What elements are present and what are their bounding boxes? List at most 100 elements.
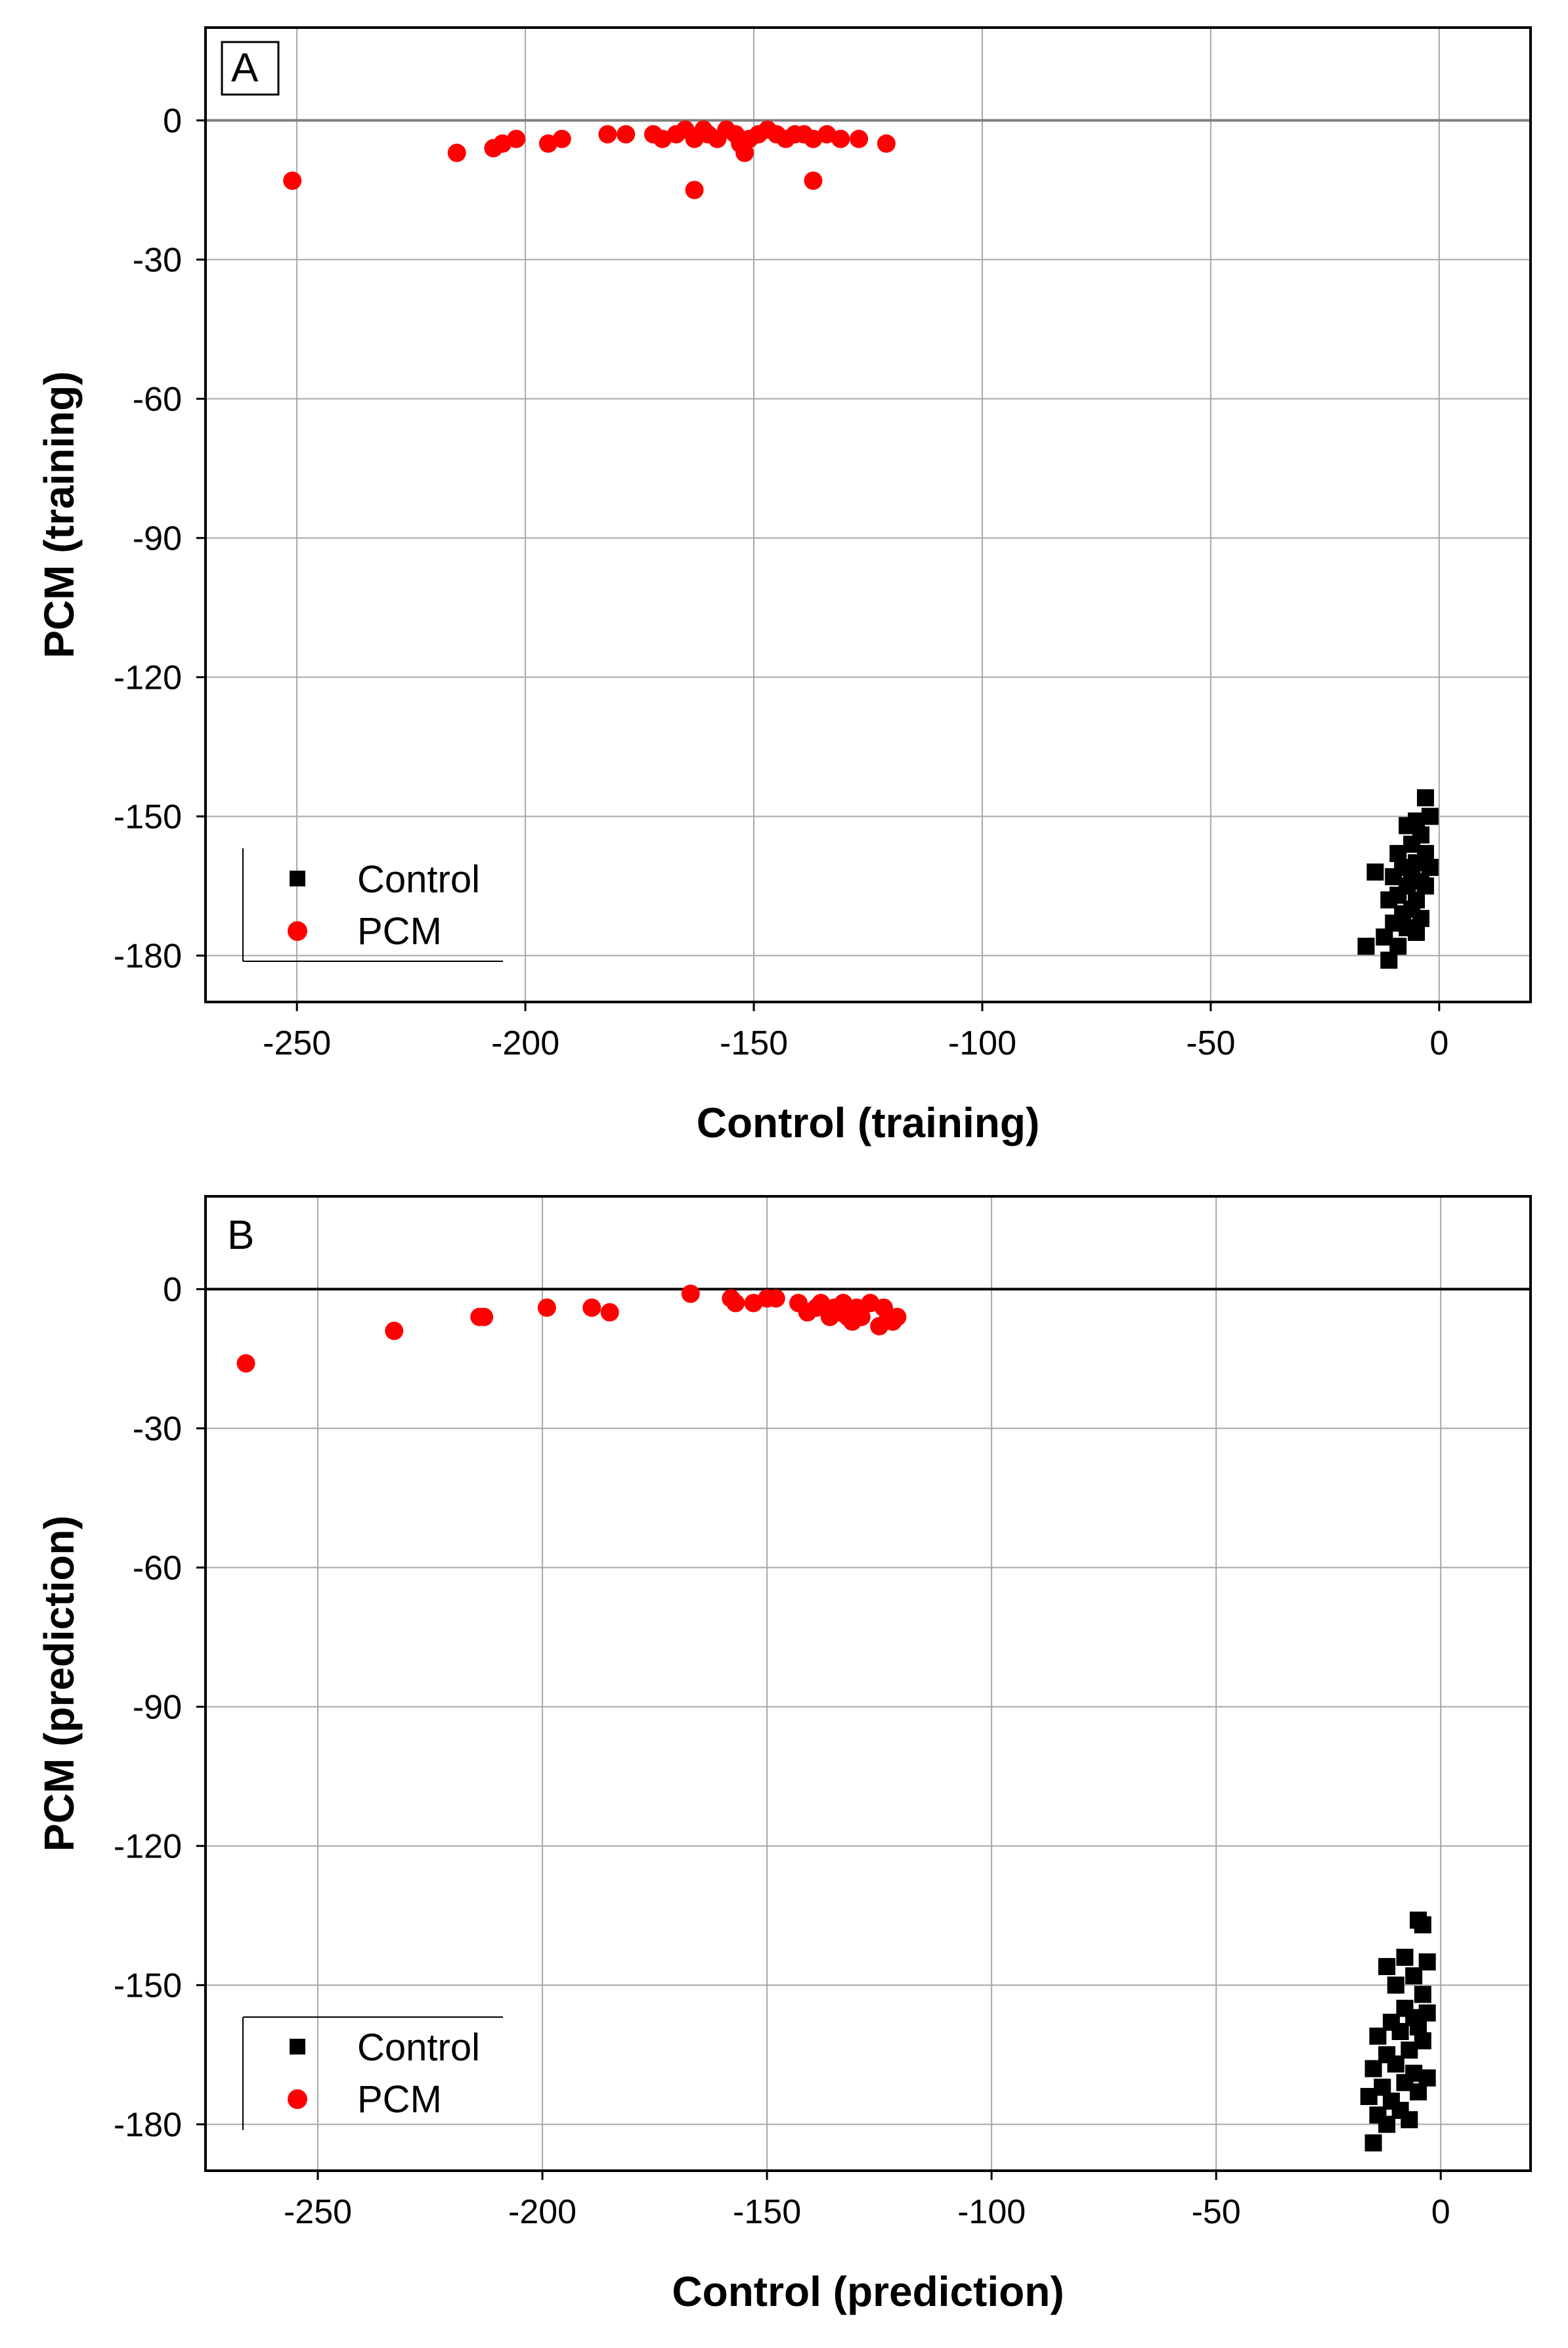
panel-b-pcm-point: [537, 1298, 556, 1317]
panel-b-legend-label-pcm: PCM: [357, 2078, 442, 2121]
panel-b-pcm-point: [236, 1354, 255, 1373]
panel-b-control-point: [1369, 2028, 1387, 2045]
panel-b-legend-label-control: Control: [357, 2026, 480, 2069]
panel-b-y-tick-label: -30: [133, 1410, 182, 1448]
panel-a-x-axis-label: Control (training): [697, 1099, 1040, 1146]
panel-a-pcm-point: [598, 125, 617, 144]
panel-a-x-tick-label: -100: [948, 1024, 1016, 1062]
panel-b-control-point: [1360, 2087, 1378, 2105]
panel-a-x-tick-label: 0: [1429, 1024, 1448, 1062]
panel-b-control-point: [1401, 2111, 1418, 2129]
panel-a-y-tick-label: -150: [114, 798, 182, 836]
panel-b-legend-marker-pcm: [288, 2089, 307, 2109]
panel-b-control-point: [1391, 2023, 1409, 2040]
panel-a-x-tick-label: -150: [720, 1024, 788, 1062]
panel-a-legend-marker-control: [290, 871, 305, 886]
panel-a-pcm-point: [685, 181, 704, 200]
panel-a-y-tick-label: -30: [133, 241, 182, 279]
panel-a: -250 -200 -150 -100 -50 0 0-30-60-90-120-150-…: [35, 26, 1532, 1146]
panel-a-y-tick-label: 0: [163, 102, 182, 140]
panel-b-pcm-point: [726, 1294, 745, 1313]
panel-b-control-point: [1396, 1948, 1414, 1966]
panel-b: -250 -200 -150 -100 -50 0 0-30-60-90-120-150-…: [35, 1195, 1532, 2315]
panel-a-legend-label-pcm: PCM: [357, 910, 442, 953]
panel-a-pcm-point: [804, 171, 823, 190]
panel-b-control-point: [1378, 1958, 1396, 1976]
panel-b-x-tick-label: 0: [1431, 2193, 1450, 2231]
panel-b-pcm-point: [681, 1284, 700, 1303]
panel-a-pcm-point: [447, 143, 466, 162]
panel-a-legend-marker-pcm: [288, 921, 307, 941]
panel-a-y-tick-label: -90: [133, 519, 182, 557]
panel-b-pcm-point: [766, 1289, 785, 1308]
panel-b-x-tick-label: -150: [733, 2193, 801, 2231]
panel-b-x-tick-label: -200: [508, 2193, 577, 2231]
panel-a-y-ticks: 0 -30 -60 -90 -120 -150 -180: [114, 102, 206, 975]
panel-a-y-tick-label: -120: [114, 659, 182, 697]
panel-b-control-point: [1364, 2060, 1382, 2077]
panel-b-plot-frame: [204, 1195, 1532, 2172]
panel-a-control-point: [1416, 789, 1434, 807]
panel-b-control-point: [1405, 1967, 1423, 1985]
panel-a-y-tick-label: -60: [133, 380, 182, 418]
panel-b-pcm-point: [852, 1307, 871, 1326]
panel-b-label: B: [227, 1213, 254, 1258]
panel-b-x-tick-label: -50: [1192, 2193, 1241, 2231]
panel-b-grid: [206, 1196, 1531, 2171]
panel-b-y-tick-label: 0: [163, 1271, 182, 1309]
panel-b-x-axis-label: Control (prediction): [672, 2268, 1064, 2315]
panel-b-y-ticks: 0 -30 -60 -90 -120 -150 -180: [114, 1271, 206, 2144]
panel-a-control-point: [1366, 863, 1384, 881]
panel-a-pcm-point: [831, 129, 850, 148]
panel-b-pcm-point: [475, 1307, 494, 1326]
panel-a-y-axis-label: PCM (training): [35, 371, 83, 658]
panel-a-legend-label-control: Control: [357, 858, 480, 901]
panel-b-y-tick-label: -180: [114, 2106, 182, 2144]
panel-a-pcm-point: [283, 171, 302, 190]
panel-a-points: [283, 120, 1439, 969]
panel-b-control-point: [1409, 2083, 1427, 2100]
panel-a-legend: Control PCM: [242, 848, 503, 962]
panel-b-control-point: [1387, 2055, 1405, 2073]
panel-b-pcm-point: [582, 1298, 601, 1317]
panel-b-y-tick-label: -60: [133, 1549, 182, 1587]
panel-b-control-point: [1387, 1976, 1405, 1994]
panel-b-y-tick-label: -90: [133, 1688, 182, 1726]
panel-a-control-point: [1408, 924, 1426, 941]
panel-a-x-tick-label: -50: [1186, 1024, 1235, 1062]
panel-a-y-tick-label: -180: [114, 937, 182, 975]
panel-b-pcm-point: [888, 1307, 907, 1326]
panel-a-label: A: [231, 45, 259, 91]
panel-b-control-point: [1414, 1986, 1431, 2003]
panel-a-control-point: [1357, 938, 1375, 955]
panel-b-y-tick-label: -120: [114, 1827, 182, 1865]
panel-b-control-point: [1378, 2116, 1396, 2133]
panel-b-control-point: [1364, 2134, 1382, 2152]
panel-b-x-tick-label: -100: [957, 2193, 1026, 2231]
panel-b-legend: Control PCM: [242, 2016, 503, 2130]
panel-a-pcm-point: [735, 143, 754, 162]
panel-b-pcm-point: [600, 1303, 619, 1322]
panel-a-grid: [206, 28, 1531, 1002]
panel-a-control-point: [1421, 808, 1439, 825]
panel-a-pcm-point: [552, 129, 571, 148]
panel-b-pcm-point: [385, 1321, 404, 1340]
panel-a-pcm-point: [877, 134, 896, 153]
panel-a-control-point: [1380, 951, 1398, 969]
panel-b-x-ticks: -250 -200 -150 -100 -50 0: [284, 2171, 1450, 2231]
panel-a-label-box: [221, 41, 280, 96]
panel-b-legend-marker-control: [290, 2039, 305, 2054]
panel-b-control-point: [1414, 1916, 1431, 1934]
panel-b-x-tick-label: -250: [284, 2193, 352, 2231]
panel-a-pcm-point: [617, 125, 636, 144]
panel-b-y-axis-label: PCM (prediction): [35, 1515, 83, 1852]
panel-a-x-tick-label: -200: [491, 1024, 559, 1062]
panel-a-pcm-point: [850, 129, 869, 148]
panel-b-y-tick-label: -150: [114, 1967, 182, 2005]
panel-b-points: [236, 1284, 1436, 2152]
panel-a-x-tick-label: -250: [263, 1024, 331, 1062]
panel-a-pcm-point: [507, 129, 526, 148]
panel-a-x-ticks: -250 -200 -150 -100 -50 0: [263, 1002, 1448, 1062]
panel-a-plot-frame: [204, 26, 1532, 1003]
